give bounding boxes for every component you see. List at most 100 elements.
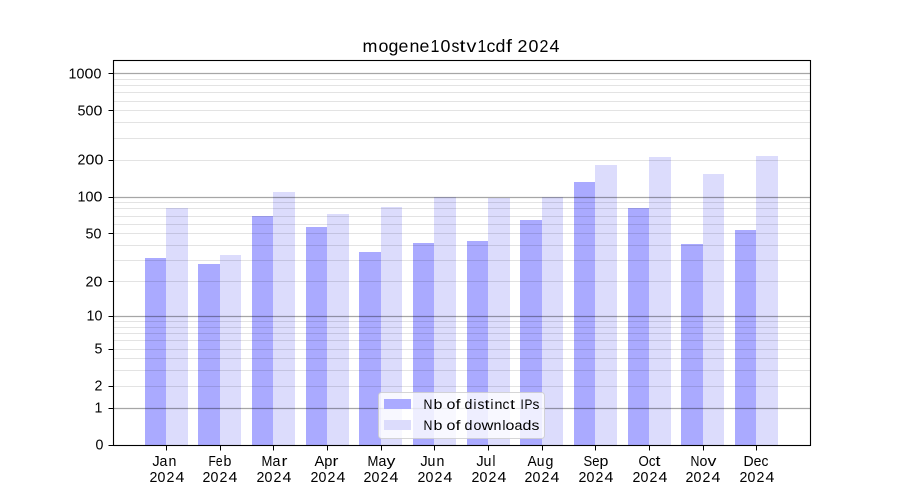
svg-text:d: d (465, 397, 473, 413)
svg-text:0: 0 (94, 67, 102, 83)
svg-text:0: 0 (441, 36, 451, 56)
svg-text:M: M (262, 454, 273, 470)
svg-text:2: 2 (418, 470, 426, 486)
svg-text:4: 4 (498, 470, 507, 486)
svg-text:n: n (437, 454, 445, 470)
svg-text:t: t (656, 454, 661, 470)
svg-text:10: 10 (69, 67, 85, 83)
svg-text:o: o (506, 418, 515, 434)
svg-text:2: 2 (757, 470, 765, 486)
svg-text:b: b (224, 454, 232, 470)
svg-text:f: f (456, 418, 461, 434)
svg-text:4: 4 (766, 470, 775, 486)
svg-text:1: 1 (478, 36, 487, 56)
svg-text:2: 2 (703, 470, 711, 486)
svg-text:4: 4 (390, 470, 399, 486)
svg-text:2: 2 (381, 470, 389, 486)
svg-text:c: c (487, 36, 496, 56)
svg-text:2: 2 (220, 470, 228, 486)
svg-text:0: 0 (319, 470, 327, 486)
svg-text:o: o (700, 454, 708, 470)
svg-text:2: 2 (525, 470, 533, 486)
svg-text:M: M (368, 454, 379, 470)
svg-text:d: d (465, 418, 473, 434)
svg-text:2: 2 (257, 470, 265, 486)
svg-text:J: J (152, 454, 159, 470)
svg-text:a: a (273, 454, 282, 470)
svg-text:I: I (521, 397, 524, 413)
svg-text:2: 2 (274, 470, 282, 486)
svg-text:2: 2 (686, 470, 694, 486)
svg-text:J: J (420, 454, 427, 470)
svg-text:0: 0 (529, 36, 539, 56)
svg-text:N: N (424, 418, 433, 434)
svg-text:a: a (379, 454, 388, 470)
svg-text:4: 4 (550, 36, 560, 56)
svg-text:2: 2 (86, 275, 94, 291)
svg-text:u: u (428, 454, 436, 470)
svg-text:c: c (503, 397, 510, 413)
svg-text:n: n (410, 36, 420, 56)
svg-text:50: 50 (78, 104, 94, 120)
svg-text:2: 2 (167, 470, 175, 486)
svg-text:m: m (363, 36, 378, 56)
svg-text:Fe: Fe (209, 454, 223, 470)
svg-text:c: c (762, 454, 769, 470)
svg-text:s: s (452, 36, 460, 56)
svg-text:2: 2 (740, 470, 748, 486)
svg-text:t: t (485, 397, 490, 413)
svg-text:s: s (532, 418, 540, 434)
svg-text:0: 0 (94, 275, 103, 291)
svg-text:2: 2 (650, 470, 658, 486)
svg-text:i: i (474, 397, 477, 413)
svg-text:0: 0 (158, 470, 166, 486)
svg-text:a: a (515, 418, 523, 434)
svg-text:i: i (491, 397, 494, 413)
svg-text:0: 0 (748, 470, 756, 486)
svg-text:4: 4 (659, 470, 668, 486)
svg-text:f: f (506, 36, 512, 56)
svg-text:10: 10 (87, 309, 103, 325)
svg-text:l: l (493, 454, 496, 470)
svg-text:e: e (420, 36, 430, 56)
svg-text:r: r (282, 454, 288, 470)
svg-text:t: t (510, 397, 515, 413)
svg-text:b: b (434, 418, 443, 434)
svg-text:o: o (379, 36, 389, 56)
svg-text:Ap: Ap (315, 454, 333, 470)
svg-text:f: f (456, 397, 461, 413)
svg-text:J: J (476, 454, 483, 470)
svg-text:4: 4 (605, 470, 614, 486)
svg-text:N: N (691, 454, 700, 470)
svg-text:4: 4 (551, 470, 560, 486)
svg-text:0: 0 (641, 470, 649, 486)
svg-text:0: 0 (426, 470, 434, 486)
svg-text:0: 0 (265, 470, 273, 486)
svg-text:g: g (389, 36, 399, 56)
svg-text:0: 0 (587, 470, 595, 486)
svg-text:4: 4 (337, 470, 346, 486)
svg-text:n: n (494, 418, 502, 434)
svg-text:t: t (460, 36, 466, 56)
svg-text:2: 2 (364, 470, 372, 486)
svg-text:u: u (484, 454, 492, 470)
svg-text:b: b (434, 397, 443, 413)
svg-text:s: s (478, 397, 485, 413)
svg-text:0: 0 (95, 153, 104, 169)
svg-text:s: s (533, 397, 540, 413)
svg-text:Se: Se (584, 454, 600, 470)
svg-text:o: o (447, 418, 456, 434)
svg-text:2: 2 (489, 470, 497, 486)
svg-text:2: 2 (579, 470, 587, 486)
svg-text:10: 10 (78, 190, 94, 206)
svg-text:1: 1 (95, 401, 103, 417)
svg-text:2: 2 (95, 379, 103, 395)
svg-text:2: 2 (518, 36, 528, 56)
svg-text:De: De (744, 454, 762, 470)
svg-text:p: p (600, 454, 609, 470)
svg-text:2: 2 (328, 470, 336, 486)
svg-text:5: 5 (95, 342, 103, 358)
svg-text:2: 2 (311, 470, 319, 486)
svg-text:0: 0 (94, 104, 103, 120)
svg-text:r: r (333, 454, 339, 470)
